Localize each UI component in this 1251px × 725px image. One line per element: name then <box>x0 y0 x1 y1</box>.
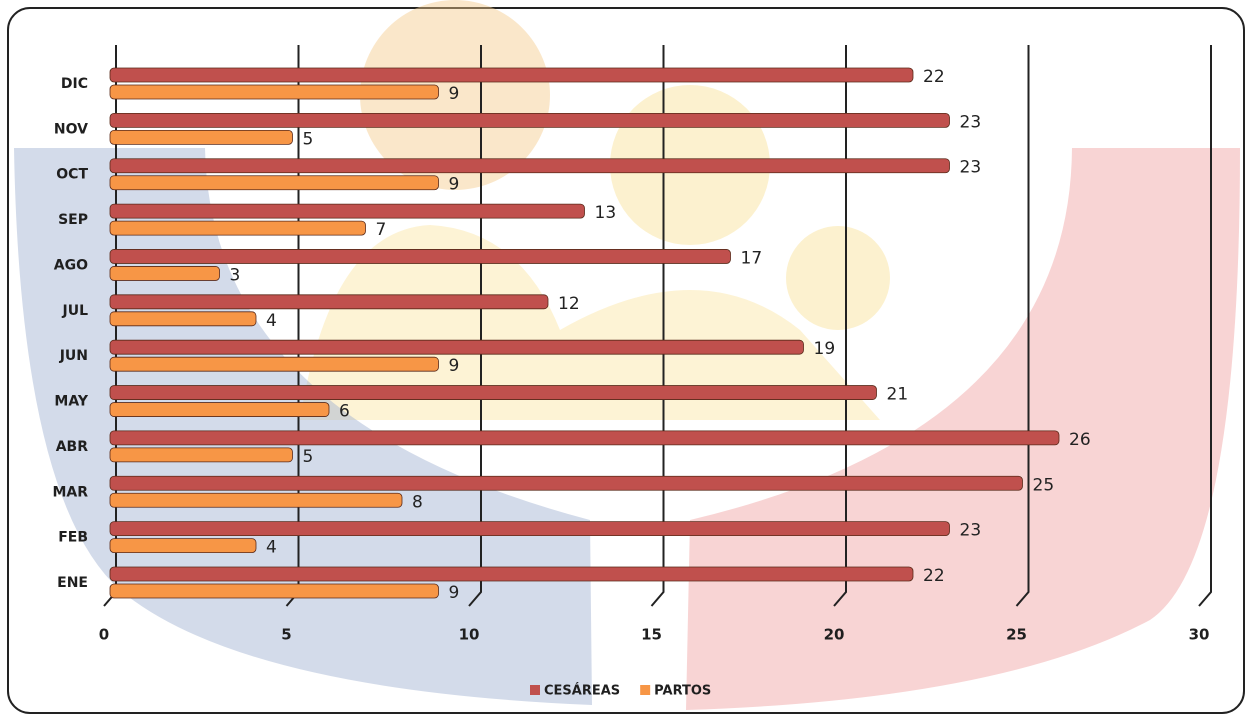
x-tick-label: 25 <box>1006 626 1027 644</box>
grid-line <box>650 45 665 607</box>
y-tick-label: MAY <box>54 394 88 410</box>
y-tick-label: DIC <box>61 76 88 92</box>
bar <box>109 112 950 128</box>
bar <box>109 129 293 145</box>
y-tick-label: ABR <box>56 439 89 455</box>
y-tick-label: JUL <box>62 303 89 319</box>
x-tick-label: 5 <box>281 626 291 644</box>
data-label: 8 <box>412 492 423 512</box>
background-decoration <box>7 0 1245 714</box>
bar <box>109 583 439 599</box>
y-tick-label: ENE <box>57 575 88 591</box>
bar <box>109 84 439 100</box>
data-label: 17 <box>741 248 763 268</box>
data-label: 9 <box>449 175 460 195</box>
data-label: 23 <box>960 158 982 178</box>
bar <box>109 430 1060 446</box>
data-label: 12 <box>558 294 580 314</box>
bar <box>109 521 950 537</box>
x-tick-label: 30 <box>1189 626 1210 644</box>
bar <box>109 294 549 310</box>
y-tick-label: JUN <box>59 348 88 364</box>
legend-label: PARTOS <box>654 684 711 699</box>
data-label: 9 <box>449 356 460 376</box>
data-label: 23 <box>960 521 982 541</box>
data-label: 4 <box>266 538 277 558</box>
data-label: 9 <box>449 583 460 603</box>
bar <box>109 175 439 191</box>
x-tick-label: 20 <box>824 626 845 644</box>
bar <box>109 492 403 508</box>
y-tick-label: FEB <box>58 530 88 546</box>
bar <box>109 311 257 327</box>
y-tick-label: OCT <box>56 167 88 183</box>
y-tick-label: AGO <box>54 257 88 273</box>
y-tick-label: NOV <box>54 121 88 137</box>
x-tick-label: 15 <box>641 626 662 644</box>
data-label: 13 <box>595 203 617 223</box>
data-label: 23 <box>960 112 982 132</box>
bar <box>109 447 293 463</box>
bar <box>109 158 950 174</box>
bar <box>109 220 366 236</box>
bar <box>109 249 731 264</box>
grid-line <box>1015 45 1030 607</box>
grid-line <box>468 45 482 607</box>
data-label: 3 <box>230 265 241 285</box>
grid-line <box>833 45 847 607</box>
y-tick-label: MAR <box>52 484 88 500</box>
data-label: 6 <box>339 402 350 422</box>
bar <box>109 67 914 83</box>
data-label: 7 <box>376 220 387 240</box>
data-label: 19 <box>814 339 836 359</box>
data-label: 5 <box>303 129 314 149</box>
x-tick-label: 0 <box>99 626 109 644</box>
bar <box>109 203 585 219</box>
data-label: 9 <box>449 84 460 104</box>
bar <box>109 385 877 400</box>
data-label: 21 <box>887 385 909 405</box>
bar <box>109 402 330 417</box>
legend-swatch <box>530 685 540 695</box>
data-label: 26 <box>1069 430 1091 450</box>
y-tick-label: SEP <box>58 212 88 228</box>
data-label: 22 <box>923 67 945 87</box>
data-label: 4 <box>266 311 277 331</box>
bar <box>109 475 1023 491</box>
bar <box>109 356 439 372</box>
bar <box>109 339 804 355</box>
bar <box>109 538 257 554</box>
x-tick-label: 10 <box>459 626 480 644</box>
data-label: 25 <box>1033 475 1055 495</box>
data-label: 22 <box>923 566 945 586</box>
bar <box>109 266 220 281</box>
legend-swatch <box>640 685 651 695</box>
grid-line <box>1198 45 1212 607</box>
data-label: 5 <box>303 447 314 467</box>
legend-label: CESÁREAS <box>544 683 620 699</box>
bar <box>109 566 914 582</box>
